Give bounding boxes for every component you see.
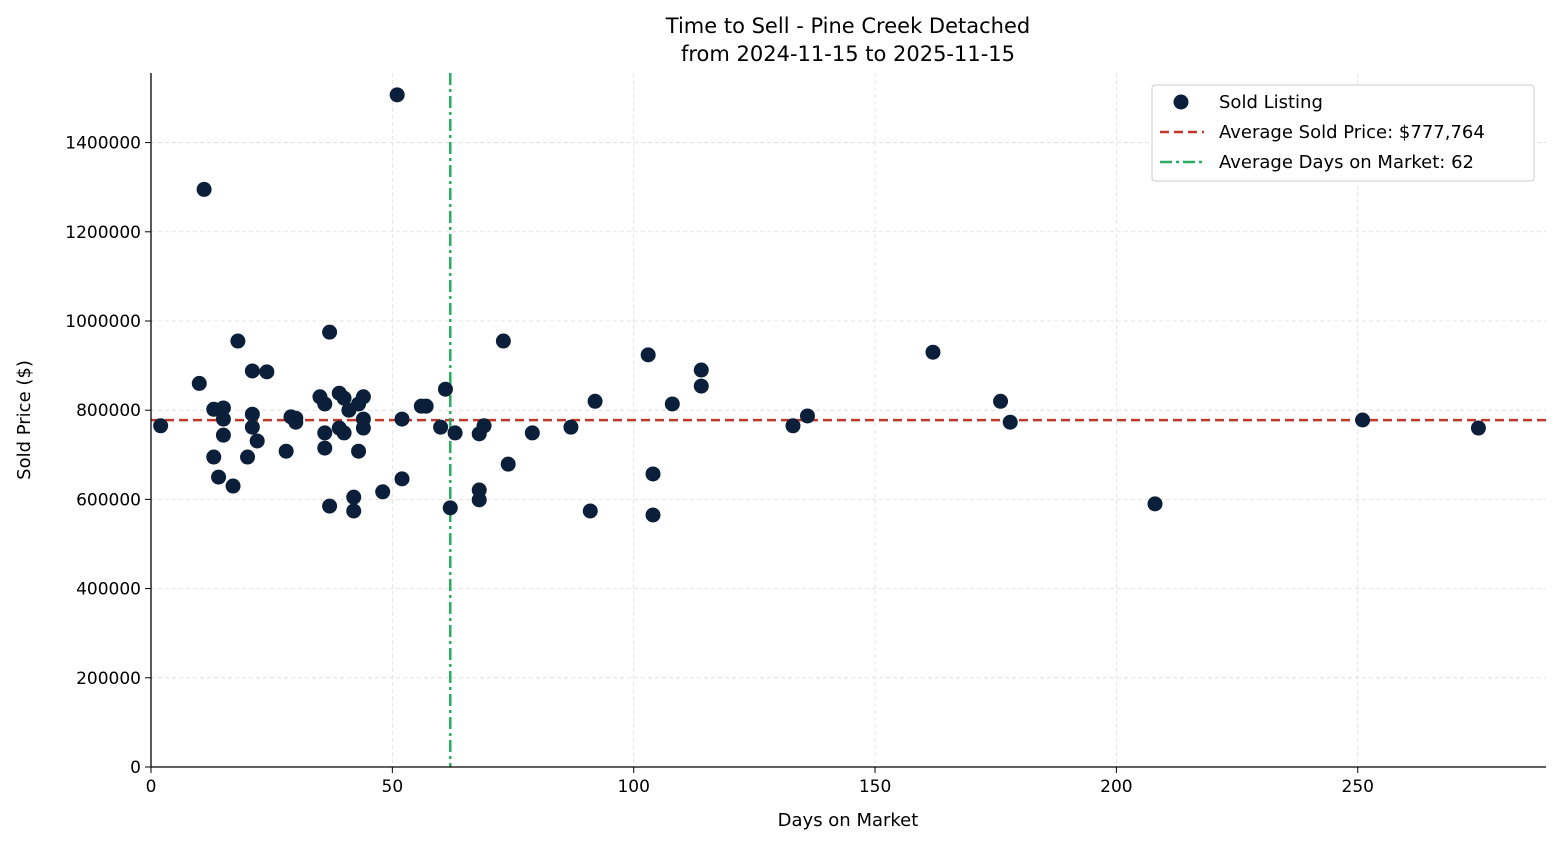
y-tick-label: 800000 (76, 401, 141, 421)
x-tick-label: 250 (1342, 777, 1374, 797)
data-point (317, 425, 333, 441)
legend: Sold Listing Average Sold Price: $777,76… (1151, 84, 1535, 182)
data-point (215, 400, 231, 416)
data-point (394, 471, 410, 487)
data-point (524, 425, 540, 441)
data-point (355, 420, 371, 436)
data-point (351, 443, 367, 459)
data-point (1355, 412, 1371, 428)
data-point (153, 418, 169, 434)
data-point (1002, 414, 1018, 430)
data-point (244, 363, 260, 379)
data-point (191, 375, 207, 391)
data-point (664, 396, 680, 412)
data-point (476, 418, 492, 434)
data-point (211, 469, 227, 485)
data-point (394, 411, 410, 427)
data-point (230, 333, 246, 349)
data-point (336, 425, 352, 441)
data-point (346, 489, 362, 505)
chart-title: Time to Sell - Pine Creek Detached (665, 14, 1030, 38)
data-point (346, 503, 362, 519)
data-point (799, 408, 815, 424)
data-point (500, 456, 516, 472)
data-point (645, 466, 661, 482)
data-point (1470, 420, 1486, 436)
data-point (1147, 496, 1163, 512)
legend-label-avg-days: Average Days on Market: 62 (1219, 152, 1474, 173)
y-tick-label: 0 (130, 758, 141, 778)
legend-box (1151, 84, 1535, 182)
data-point (645, 507, 661, 523)
data-point (206, 449, 222, 465)
data-point (563, 419, 579, 435)
data-point (785, 418, 801, 434)
data-point (375, 484, 391, 500)
data-point (196, 181, 212, 197)
data-point (322, 324, 338, 340)
x-axis-label: Days on Market (778, 810, 919, 831)
x-tick-label: 200 (1100, 777, 1132, 797)
data-point (244, 406, 260, 422)
data-point (240, 449, 256, 465)
data-point (322, 498, 338, 514)
data-point (582, 503, 598, 519)
x-tick-label: 50 (382, 777, 404, 797)
x-tick-label: 100 (617, 777, 649, 797)
y-tick-label: 400000 (76, 580, 141, 600)
data-point (418, 398, 434, 414)
data-point (993, 393, 1009, 409)
data-point (693, 378, 709, 394)
data-point (640, 347, 656, 363)
y-tick-label: 1200000 (65, 223, 141, 243)
data-point (215, 427, 231, 443)
ticks: 0 50 100 150 200 250 0 200000 400000 600000 800000… (65, 134, 1374, 797)
data-point (471, 492, 487, 508)
legend-label-points: Sold Listing (1219, 92, 1323, 113)
data-point (925, 344, 941, 360)
y-axis-label: Sold Price ($) (14, 360, 35, 480)
data-point (587, 393, 603, 409)
data-point (442, 500, 458, 516)
data-point (317, 440, 333, 456)
data-point (433, 419, 449, 435)
chart-subtitle: from 2024-11-15 to 2025-11-15 (681, 42, 1015, 66)
data-point (389, 87, 405, 103)
y-tick-label: 1000000 (65, 312, 141, 332)
data-point (317, 396, 333, 412)
data-point (225, 478, 241, 494)
data-point (437, 381, 453, 397)
data-point (259, 364, 275, 380)
data-point (278, 443, 294, 459)
data-point (336, 390, 352, 406)
y-tick-label: 200000 (76, 669, 141, 689)
legend-label-avg-price: Average Sold Price: $777,764 (1219, 122, 1485, 143)
data-point (288, 414, 304, 430)
legend-marker-points (1173, 94, 1189, 110)
y-tick-label: 1400000 (65, 134, 141, 154)
data-point (495, 333, 511, 349)
data-point (215, 411, 231, 427)
points (153, 87, 1486, 523)
data-point (355, 389, 371, 405)
data-point (244, 419, 260, 435)
data-point (447, 425, 463, 441)
data-point (249, 433, 265, 449)
x-tick-label: 150 (859, 777, 891, 797)
average-lines (151, 73, 1546, 767)
x-tick-label: 0 (146, 777, 157, 797)
data-point (693, 362, 709, 378)
y-tick-label: 600000 (76, 490, 141, 510)
